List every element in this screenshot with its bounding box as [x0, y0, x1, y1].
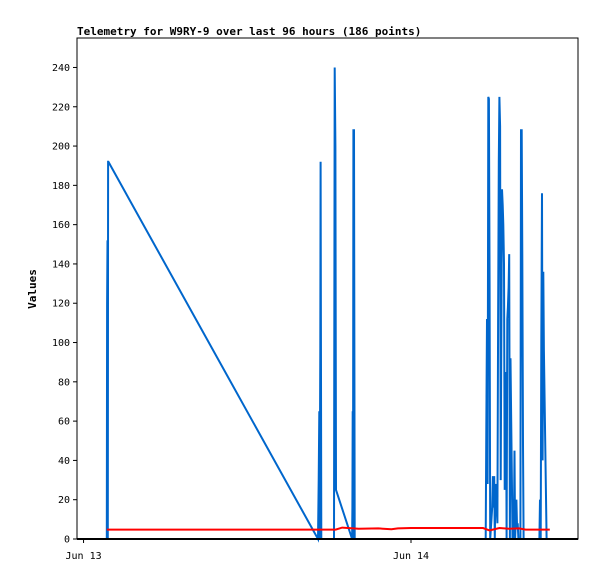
y-tick-label: 0	[64, 535, 70, 546]
y-axis-ticks: 0 20 40 60 80 100 120 140 160 180 200 220 240	[52, 63, 77, 546]
y-tick-label: 160	[52, 220, 70, 231]
y-tick-label: 240	[52, 63, 70, 74]
x-axis-ticks: Jun 13 Jun 14	[65, 539, 429, 562]
series-line-1	[106, 526, 550, 532]
y-tick-label: 20	[58, 495, 70, 506]
y-tick-label: 180	[52, 181, 70, 192]
y-tick-label: 80	[58, 377, 70, 388]
y-tick-label: 140	[52, 259, 70, 270]
y-tick-label: 60	[58, 417, 70, 428]
y-tick-label: 40	[58, 456, 70, 467]
y-axis-label: Values	[26, 269, 39, 309]
y-tick-label: 200	[52, 142, 70, 153]
plot-frame	[76, 37, 579, 540]
y-tick-label: 120	[52, 299, 70, 310]
series-layer	[105, 67, 550, 543]
x-tick-label: Jun 14	[393, 551, 429, 562]
y-tick-label: 220	[52, 102, 70, 113]
y-tick-label: 100	[52, 338, 70, 349]
chart-title: Telemetry for W9RY-9 over last 96 hours …	[77, 25, 421, 38]
series-line-0	[105, 67, 550, 543]
x-tick-label: Jun 13	[65, 551, 101, 562]
